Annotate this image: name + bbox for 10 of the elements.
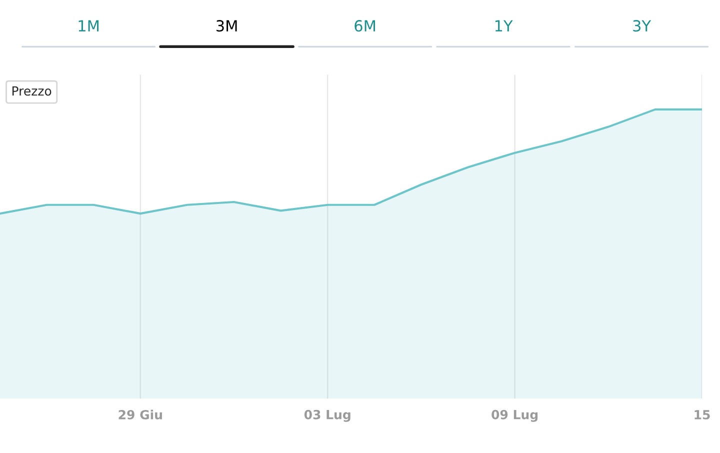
text: 3M	[216, 20, 237, 32]
x-tick-label: 15	[694, 410, 710, 420]
text: Prezzo	[12, 86, 52, 96]
text: 3Y	[633, 20, 652, 32]
x-tick-label: 03 Lug	[304, 410, 350, 422]
x-tick-label: 09 Lug	[492, 410, 538, 422]
x-tick-label: 29 Giu	[118, 410, 162, 420]
text: 1M	[78, 20, 99, 32]
text: 6M	[354, 20, 375, 32]
text: 1Y	[495, 20, 513, 32]
